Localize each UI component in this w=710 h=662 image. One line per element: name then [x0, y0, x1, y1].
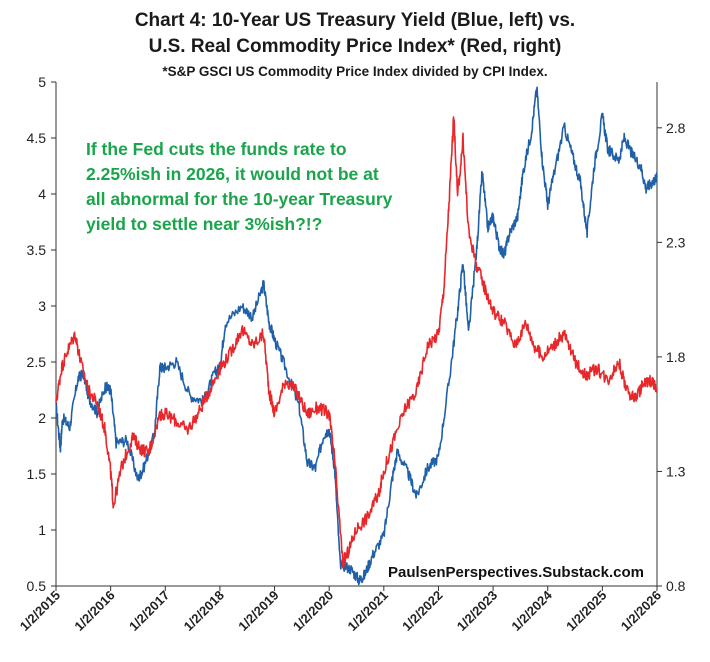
annotation-line: If the Fed cuts the funds rate to	[86, 139, 347, 159]
series-line-right	[55, 116, 658, 569]
chart-annotation: If the Fed cuts the funds rate to 2.25%is…	[86, 139, 644, 581]
series-line-left	[55, 86, 658, 586]
source-label: PaulsenPerspectives.Substack.com	[388, 564, 644, 581]
x-tick-label: 1/2/2020	[290, 588, 336, 634]
y-left-tick-label: 3	[38, 298, 46, 314]
y-left-tick-label: 4	[38, 186, 46, 202]
y-left-tick-label: 4.5	[27, 130, 47, 146]
y-left-tick-label: 0.5	[27, 578, 47, 594]
y-right-tick-label: 1.8	[666, 349, 686, 365]
y-right-tick-label: 2.3	[666, 234, 686, 250]
chart-footnote: *S&P GSCI US Commodity Price Index divid…	[162, 64, 548, 79]
x-tick-label: 1/2/2015	[17, 588, 63, 634]
y-left-tick-label: 2.5	[27, 354, 47, 370]
x-tick-label: 1/2/2026	[618, 588, 664, 634]
x-tick-label: 1/2/2024	[508, 587, 555, 634]
x-tick-label: 1/2/2017	[126, 588, 172, 634]
x-tick-label: 1/2/2016	[71, 588, 117, 634]
annotation-line: all abnormal for the 10-year Treasury	[86, 189, 393, 209]
y-right-tick-label: 0.8	[666, 578, 686, 594]
chart-axes	[51, 81, 662, 591]
x-tick-label: 1/2/2022	[399, 588, 445, 634]
y-left-tick-label: 3.5	[27, 242, 47, 258]
chart-subtitle: U.S. Real Commodity Price Index* (Red, r…	[148, 36, 562, 57]
y-left-tick-label: 2	[38, 410, 46, 426]
chart-title: Chart 4: 10-Year US Treasury Yield (Blue…	[134, 10, 576, 31]
x-tick-label: 1/2/2021	[345, 588, 391, 634]
x-tick-label: 1/2/2018	[181, 588, 227, 634]
y-right-tick-label: 2.8	[666, 120, 686, 136]
y-left-tick-label: 5	[38, 74, 46, 90]
x-tick-label: 1/2/2025	[563, 588, 609, 634]
y-right-tick-label: 1.3	[666, 463, 686, 479]
annotation-line: yield to settle near 3%ish?!?	[86, 214, 322, 234]
y-left-tick-label: 1	[38, 522, 46, 538]
y-left-tick-label: 1.5	[27, 466, 47, 482]
x-tick-label: 1/2/2019	[235, 588, 281, 634]
chart-series	[55, 86, 658, 586]
x-tick-label: 1/2/2023	[454, 588, 500, 634]
annotation-line: 2.25%ish in 2026, it would not be at	[86, 164, 379, 184]
